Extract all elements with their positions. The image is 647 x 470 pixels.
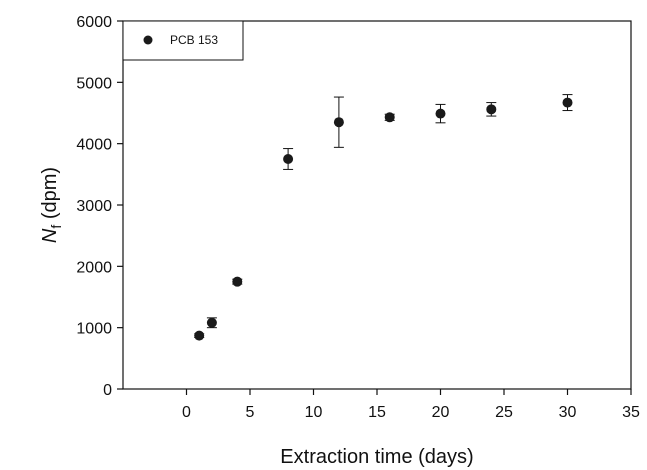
x-tick-label: 30: [559, 404, 577, 421]
y-tick-label: 6000: [76, 14, 112, 31]
data-marker: [562, 97, 573, 108]
data-marker: [384, 112, 395, 123]
legend: PCB 153: [122, 20, 244, 61]
x-tick-label: 10: [305, 404, 323, 421]
x-tick-label: 0: [182, 404, 191, 421]
y-tick-label: 0: [103, 382, 112, 399]
data-point: [194, 330, 205, 341]
data-point: [283, 148, 294, 170]
data-marker: [283, 154, 294, 164]
y-tick-label: 1000: [76, 321, 112, 338]
y-tick-label: 4000: [76, 137, 112, 154]
data-marker: [435, 108, 446, 119]
x-tick-label: 15: [368, 404, 386, 421]
data-marker: [232, 276, 243, 287]
data-point: [486, 102, 497, 117]
y-axis: 0 1000 2000 3000 4000 5000 6000: [76, 14, 123, 399]
data-point: [333, 96, 344, 148]
data-point: [232, 276, 243, 287]
y-tick-label: 2000: [76, 259, 112, 276]
x-tick-label: 20: [432, 404, 450, 421]
data-marker: [206, 317, 217, 328]
y-axis-title-symbol: N: [39, 228, 61, 243]
series-pcb-153: [194, 94, 573, 341]
data-marker: [194, 330, 205, 341]
data-marker: [333, 117, 344, 128]
data-point: [206, 317, 217, 329]
legend-marker-pcb-153: [143, 35, 153, 45]
x-tick-label: 25: [495, 404, 513, 421]
data-point: [435, 103, 446, 124]
x-tick-label: 35: [622, 404, 640, 421]
legend-label-pcb-153: PCB 153: [170, 33, 218, 47]
y-tick-label: 3000: [76, 198, 112, 215]
y-axis-title-subscript: f: [48, 225, 64, 229]
y-axis-title: Nf (dpm): [39, 167, 64, 243]
data-marker: [486, 104, 497, 115]
data-point: [384, 112, 395, 123]
legend-box: [122, 20, 244, 61]
y-axis-title-unit: (dpm): [39, 167, 61, 225]
y-tick-label: 5000: [76, 75, 112, 92]
data-point: [562, 94, 573, 112]
x-axis: 0 5 10 15 20 25 30 35: [182, 389, 640, 421]
x-axis-title: Extraction time (days): [280, 446, 473, 468]
x-tick-label: 5: [246, 404, 255, 421]
